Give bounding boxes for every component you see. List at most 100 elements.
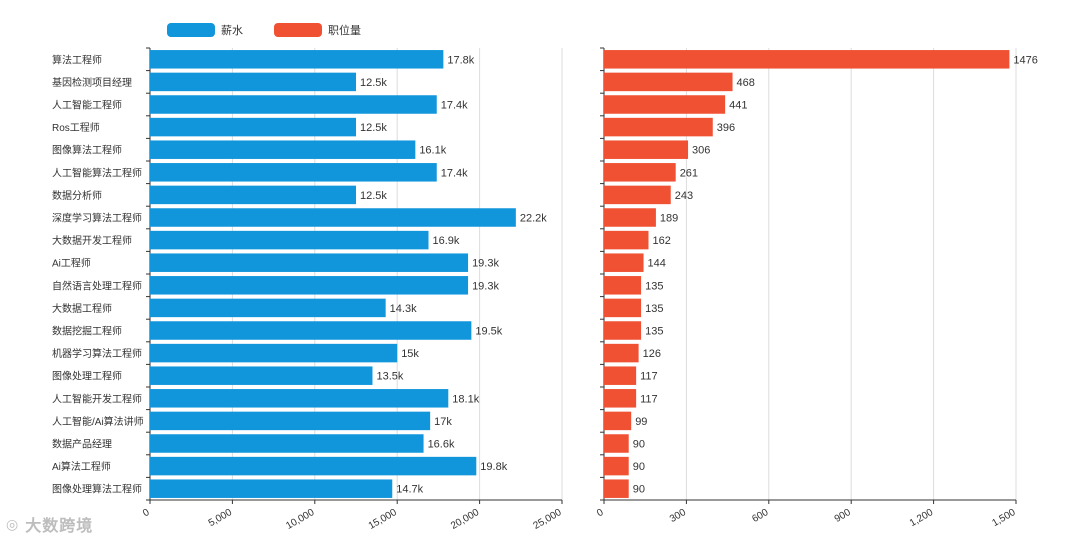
count-bar (604, 434, 629, 453)
salary-bar (150, 434, 424, 453)
salary-x-tick-label: 20,000 (449, 507, 481, 532)
legend-count-swatch (274, 23, 322, 37)
salary-value-label: 17.4k (441, 167, 468, 179)
category-label: 人工智能算法工程师 (52, 166, 142, 179)
category-label: 人工智能/Ai算法讲师 (52, 415, 144, 428)
salary-bar (150, 163, 437, 182)
count-bar (604, 298, 642, 318)
count-value-label: 306 (692, 145, 710, 157)
salary-value-label: 17.8k (447, 54, 474, 66)
salary-value-label: 16.1k (419, 145, 446, 157)
salary-bar (150, 321, 472, 340)
salary-x-tick-label: 0 (141, 507, 152, 520)
category-label: 图像算法工程师 (52, 144, 122, 157)
count-value-label: 117 (640, 393, 658, 405)
salary-bar (150, 298, 386, 318)
count-bar (604, 343, 639, 363)
weibo-style-icon: ◎ (6, 515, 20, 532)
count-bar (604, 163, 676, 182)
legend-count[interactable]: 职位量 (274, 22, 361, 38)
salary-chart: 17.8k 算法工程师 12.5k 基因检测项目经理 17.4k 人工智能工程师 12.5k… (52, 47, 564, 532)
salary-x-tick-label: 25,000 (532, 507, 564, 532)
watermark-corner: ◎ 大数跨境 (6, 512, 93, 536)
salary-value-label: 14.3k (390, 303, 417, 315)
count-x-tick-label: 1,200 (908, 507, 936, 529)
salary-value-label: 19.5k (475, 326, 502, 338)
count-value-label: 468 (737, 77, 755, 89)
count-bar (604, 117, 713, 137)
salary-bar (150, 117, 356, 137)
count-value-label: 90 (633, 461, 645, 473)
salary-value-label: 18.1k (452, 393, 479, 405)
salary-bar (150, 389, 449, 408)
count-bar (604, 411, 632, 431)
salary-value-label: 19.8k (480, 461, 507, 473)
category-label: 自然语言处理工程师 (52, 279, 142, 292)
salary-value-label: 12.5k (360, 77, 387, 89)
count-value-label: 135 (645, 303, 663, 315)
category-label: 图像处理算法工程师 (52, 483, 142, 496)
salary-value-label: 17.4k (441, 100, 468, 112)
salary-value-label: 13.5k (376, 371, 403, 383)
category-label: 深度学习算法工程师 (52, 212, 142, 225)
count-value-label: 90 (633, 484, 645, 496)
count-bar (604, 50, 1010, 69)
salary-value-label: 14.7k (396, 484, 423, 496)
category-label: 机器学习算法工程师 (52, 347, 142, 360)
count-x-tick-label: 600 (750, 507, 770, 525)
salary-value-label: 19.3k (472, 258, 499, 270)
count-value-label: 117 (640, 371, 658, 383)
count-x-tick-label: 1,500 (990, 507, 1018, 529)
count-value-label: 243 (675, 190, 693, 202)
salary-bar (150, 140, 416, 159)
category-label: 图像处理工程师 (52, 370, 122, 383)
salary-value-label: 17k (434, 416, 452, 428)
salary-value-label: 19.3k (472, 280, 499, 292)
salary-bar (150, 411, 431, 431)
legend-salary-swatch (167, 23, 215, 37)
salary-bar (150, 343, 398, 363)
salary-bar (150, 366, 373, 385)
salary-bar (150, 185, 356, 205)
salary-value-label: 15k (401, 348, 419, 360)
count-bar (604, 276, 642, 295)
salary-bar (150, 479, 393, 498)
salary-value-label: 16.6k (428, 439, 455, 451)
salary-bar (150, 230, 429, 250)
count-bar (604, 72, 733, 92)
legend-salary[interactable]: 薪水 (167, 22, 243, 38)
salary-value-label: 12.5k (360, 190, 387, 202)
count-bar (604, 479, 629, 498)
count-value-label: 144 (648, 258, 666, 270)
count-bar (604, 321, 642, 340)
count-x-tick-label: 900 (833, 507, 853, 525)
count-value-label: 90 (633, 439, 645, 451)
salary-bar (150, 50, 444, 69)
count-value-label: 396 (717, 122, 735, 134)
category-label: 数据挖掘工程师 (52, 325, 122, 338)
salary-x-tick-label: 15,000 (367, 507, 399, 532)
count-value-label: 135 (645, 280, 663, 292)
category-label: 算法工程师 (52, 53, 102, 66)
salary-bar (150, 95, 437, 114)
count-value-label: 135 (645, 326, 663, 338)
category-label: 大数据开发工程师 (52, 234, 132, 247)
count-value-label: 441 (729, 100, 747, 112)
count-bar (604, 456, 629, 476)
salary-value-label: 12.5k (360, 122, 387, 134)
legend-count-label: 职位量 (328, 25, 361, 37)
count-x-tick-label: 0 (595, 507, 606, 520)
count-chart: 1476 468 441 396 306 261 243 189 162 144 135 135 135… (595, 47, 1038, 529)
salary-x-tick-label: 5,000 (207, 507, 235, 529)
salary-bar (150, 208, 516, 227)
count-bar (604, 140, 689, 159)
category-label: 数据分析师 (52, 189, 102, 202)
salary-bar (150, 253, 469, 272)
legend-salary-label: 薪水 (221, 25, 243, 37)
category-label: 大数据工程师 (52, 302, 112, 315)
category-label: 人工智能开发工程师 (52, 392, 142, 405)
salary-bar (150, 276, 469, 295)
count-bar (604, 185, 671, 205)
category-label: 数据产品经理 (52, 438, 112, 451)
category-label: Ros工程师 (52, 121, 100, 134)
